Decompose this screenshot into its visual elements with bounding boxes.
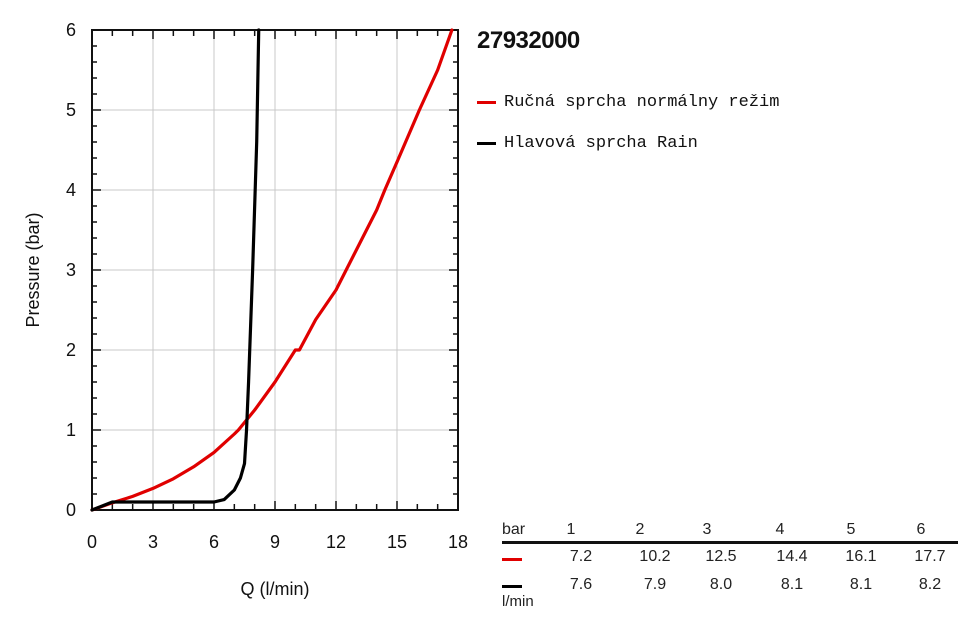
y-tick-label: 3 xyxy=(66,260,76,280)
x-tick-label: 15 xyxy=(387,532,407,552)
y-tick-label: 6 xyxy=(66,20,76,40)
table-header-cell: 5 xyxy=(846,521,856,538)
legend-item-head-shower: Hlavová sprcha Rain xyxy=(477,123,779,164)
x-tick-label: 3 xyxy=(148,532,158,552)
table-cell: 7.2 xyxy=(569,548,593,565)
y-tick-label: 0 xyxy=(66,500,76,520)
table-cell: 8.1 xyxy=(780,576,804,593)
table-unit-label: l/min xyxy=(502,593,534,610)
chart-title: 27932000 xyxy=(477,27,580,54)
y-tick-label: 1 xyxy=(66,420,76,440)
table-header-cell: 6 xyxy=(916,521,926,538)
table-swatch-red xyxy=(502,558,522,561)
table-cell: 7.6 xyxy=(569,576,593,593)
series-line-0 xyxy=(90,28,454,512)
table-header-cell: 1 xyxy=(566,521,576,538)
table-header-cell: 2 xyxy=(635,521,645,538)
y-tick-label: 5 xyxy=(66,100,76,120)
plot-frame xyxy=(91,29,459,511)
table-rule xyxy=(502,541,958,544)
y-tick-label: 4 xyxy=(66,180,76,200)
legend-label: Hlavová sprcha Rain xyxy=(504,134,698,153)
table-header-label: bar xyxy=(502,521,526,538)
table-swatch-black xyxy=(502,585,522,588)
y-axis-label: Pressure (bar) xyxy=(23,212,43,327)
x-tick-label: 12 xyxy=(326,532,346,552)
table-cell: 14.4 xyxy=(776,548,808,565)
legend: Ručná sprcha normálny režim Hlavová sprc… xyxy=(477,82,779,164)
table-cell: 16.1 xyxy=(845,548,877,565)
table-cell: 10.2 xyxy=(639,548,671,565)
table-row: l/min 7.6 7.9 8.0 8.1 8.1 8.2 xyxy=(502,576,958,610)
table-cell: 17.7 xyxy=(914,548,946,565)
series-line-1 xyxy=(90,28,261,512)
legend-item-hand-shower: Ručná sprcha normálny režim xyxy=(477,82,779,123)
table-header-row: bar 1 2 3 4 5 6 xyxy=(502,521,958,545)
legend-label: Ručná sprcha normálny režim xyxy=(504,93,780,112)
y-tick-label: 2 xyxy=(66,340,76,360)
table-cell: 7.9 xyxy=(643,576,667,593)
table-cell: 8.0 xyxy=(709,576,733,593)
x-axis-label: Q (l/min) xyxy=(241,579,310,599)
table-cell: 8.1 xyxy=(849,576,873,593)
x-tick-label: 0 xyxy=(87,532,97,552)
table-header-cell: 4 xyxy=(775,521,785,538)
table-row: 7.2 10.2 12.5 14.4 16.1 17.7 xyxy=(502,548,958,572)
table-cell: 8.2 xyxy=(918,576,942,593)
table-header-cell: 3 xyxy=(702,521,712,538)
x-tick-label: 6 xyxy=(209,532,219,552)
table-cell: 12.5 xyxy=(705,548,737,565)
legend-swatch-red xyxy=(477,101,496,104)
legend-swatch-black xyxy=(477,142,496,145)
x-tick-label: 18 xyxy=(448,532,468,552)
x-tick-label: 9 xyxy=(270,532,280,552)
